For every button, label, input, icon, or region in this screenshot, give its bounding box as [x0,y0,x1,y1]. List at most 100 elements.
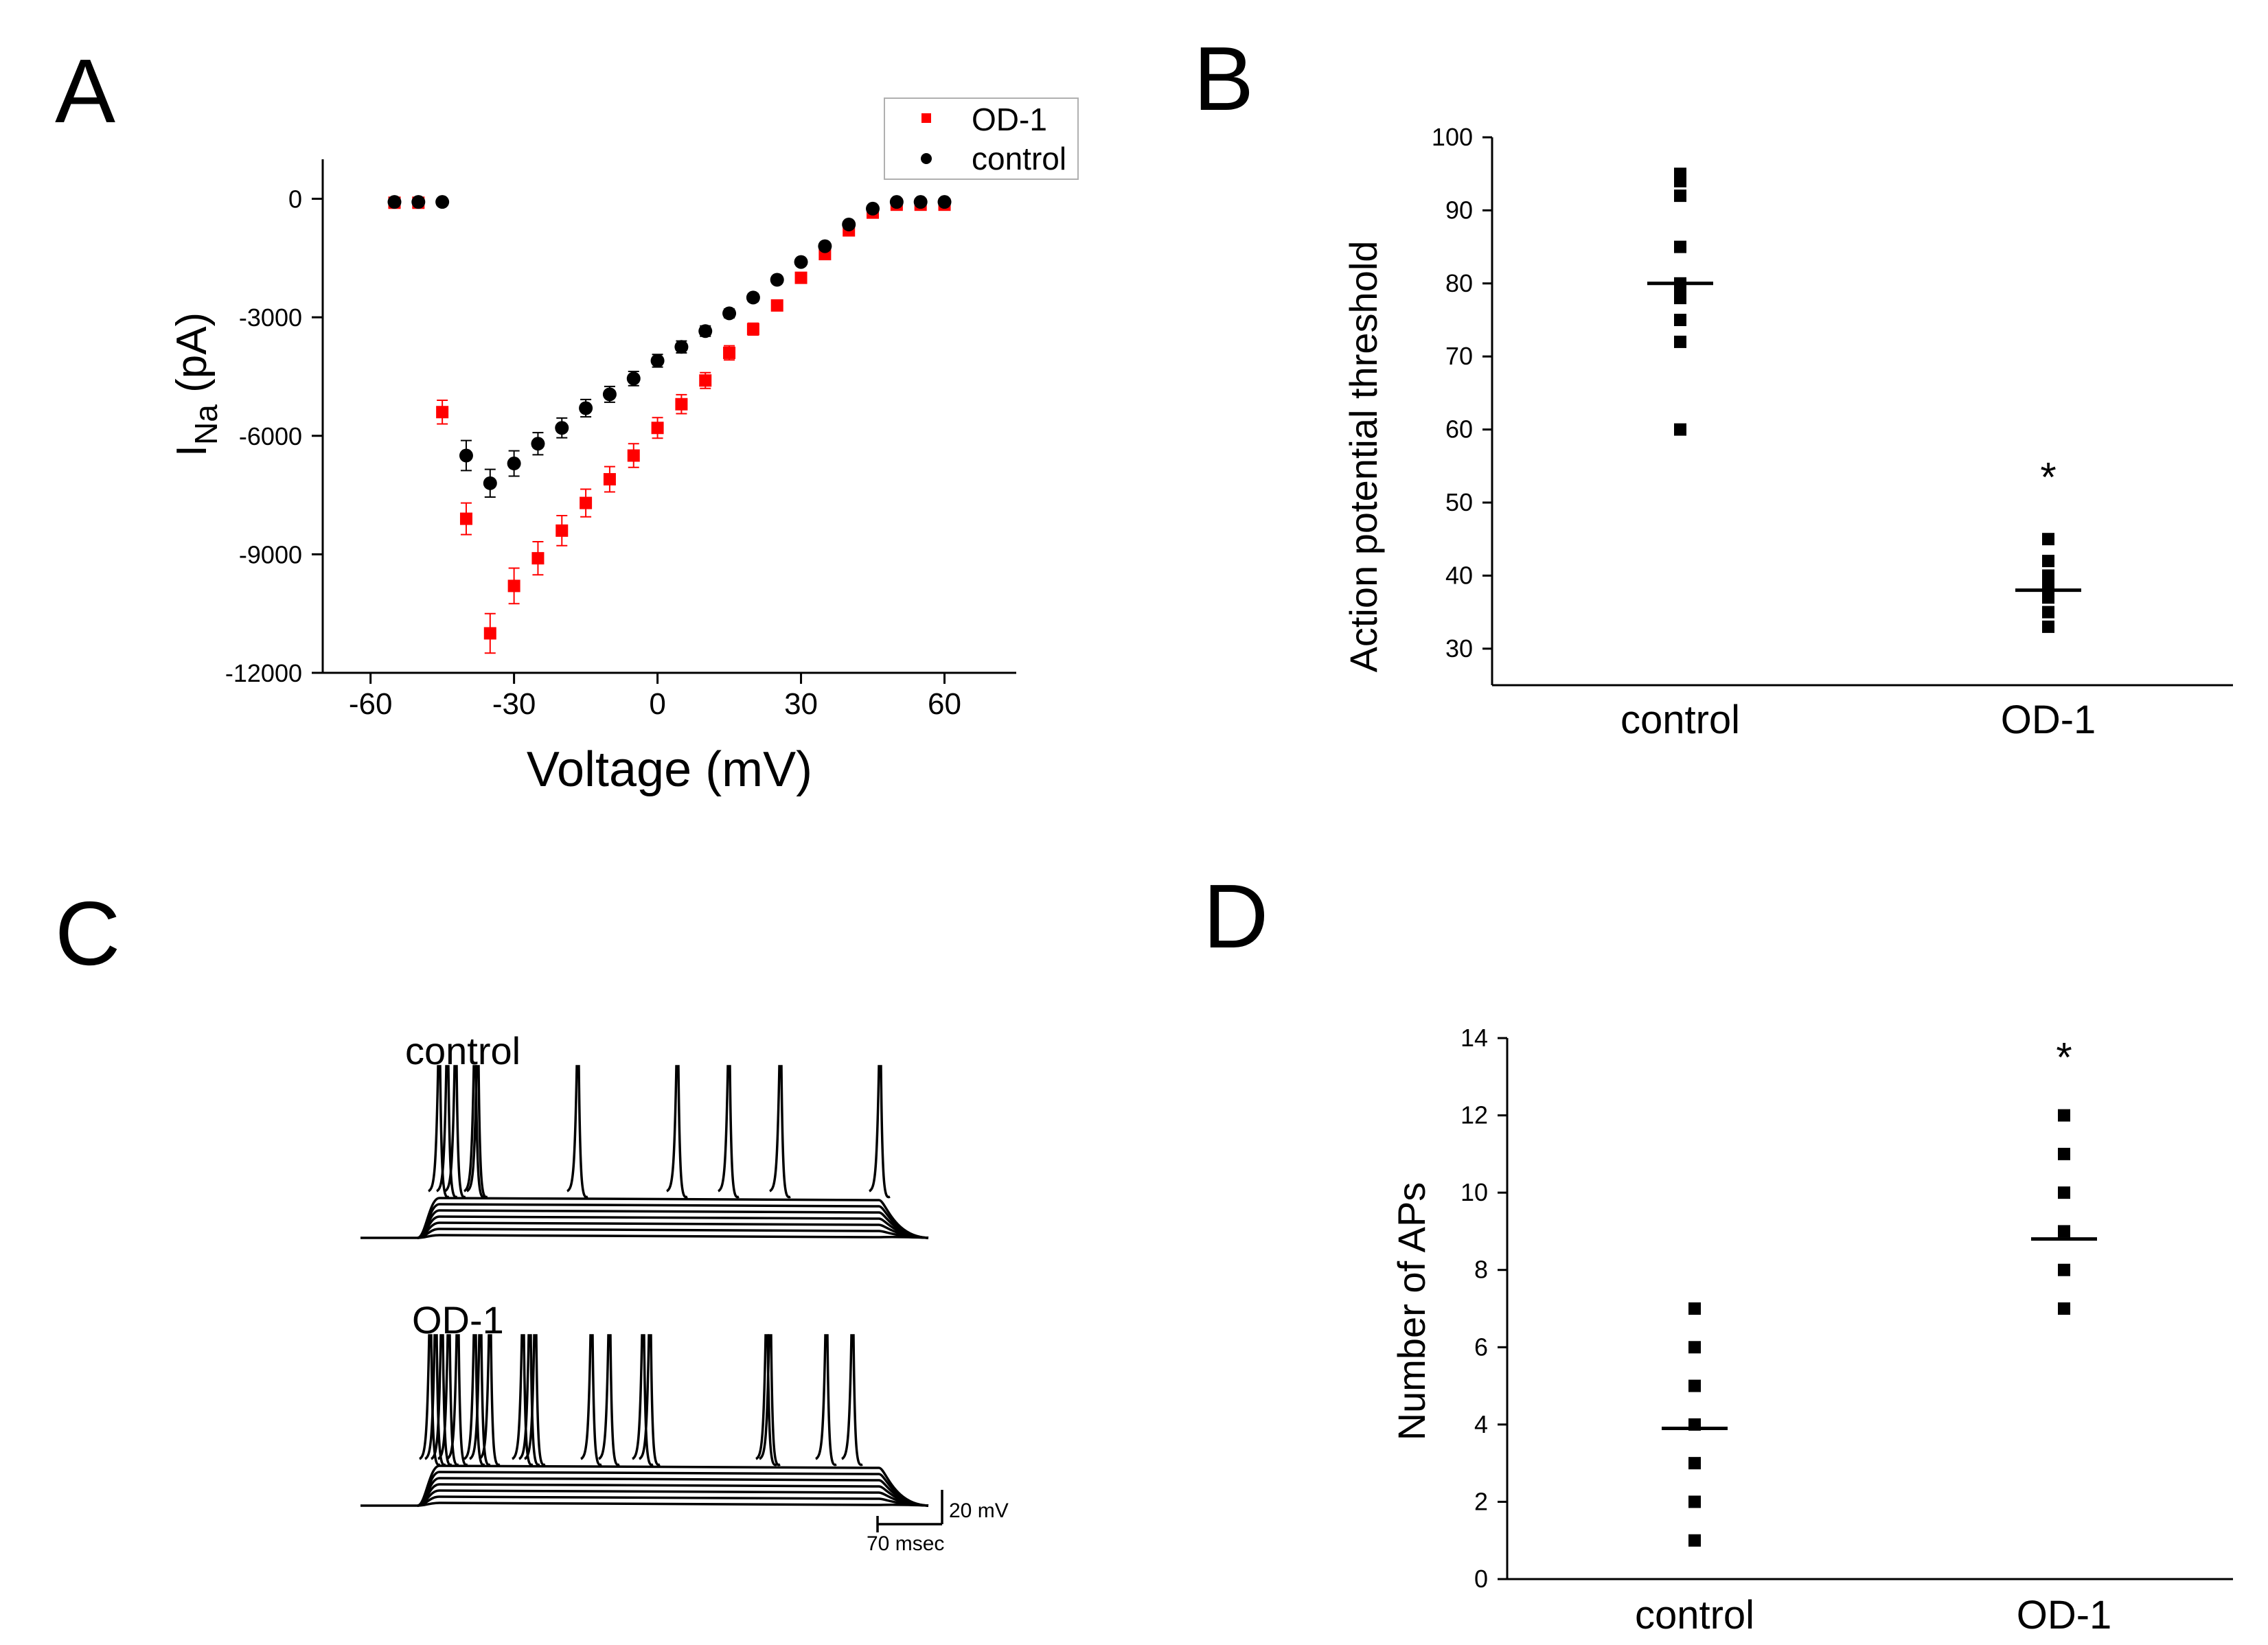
chart-d: 0 2 4 6 8 10 12 14 control OD-1 * Number of APs [1390,1024,2233,1637]
legend-control-label: control [972,141,1066,176]
data-point-od1 [507,579,520,593]
legend-od1-marker [921,113,931,123]
data-point-control [842,217,856,231]
data-point-control [913,195,928,209]
chart-a-y-label: INa (pA) [168,312,224,457]
data-point-od1 [2058,1186,2070,1199]
data-point-od1 [436,406,449,419]
data-point-control [435,195,450,209]
action-potential-spike [841,1334,863,1466]
action-potential-spike [632,1334,654,1466]
data-point-od1 [2058,1147,2070,1160]
chart-b: 30 40 50 60 70 80 90 100 control OD-1 * Action po… [1342,123,2233,742]
action-potential-spike [666,1065,688,1199]
data-point-od1 [794,271,807,284]
chart-b-y-label: Action potential threshold [1342,241,1385,673]
chart-d-marks: * [1662,1035,2097,1547]
data-point-control [866,201,880,216]
data-point-control [889,195,904,209]
y-tick-label: 6 [1474,1333,1488,1361]
chart-d-y-label: Number of APs [1390,1182,1433,1441]
data-point-control [937,195,952,209]
data-point-control [746,290,760,305]
data-point-control [1688,1495,1701,1508]
data-point-control [1688,1341,1701,1354]
data-point-control [1674,292,1686,305]
data-point-od1 [2042,533,2054,546]
action-potential-spike [566,1065,588,1199]
data-point-od1 [746,323,759,336]
action-potential-spike [428,1065,450,1199]
y-tick-label: -9000 [239,540,302,568]
y-tick-label: 70 [1445,342,1473,370]
x-category-label: control [1635,1593,1754,1637]
data-point-od1 [555,524,569,537]
traces-control [360,1065,929,1239]
x-category-label: OD-1 [2001,698,2096,742]
panel-label-a: A [55,41,115,141]
data-point-control [1674,189,1686,203]
action-potential-spike [437,1334,459,1466]
data-point-control [459,448,473,463]
x-tick-label: -30 [492,687,536,721]
panel-label-b: B [1193,28,1254,129]
significance-marker: * [2040,454,2056,500]
data-point-od1 [603,473,616,486]
data-point-control [650,354,665,368]
data-point-control [1674,423,1686,436]
scale-bar-voltage-label: 20 mV [949,1499,1009,1522]
legend-control-marker [921,153,932,164]
action-potential-spike [869,1065,891,1199]
legend-od1-label: OD-1 [972,102,1047,137]
y-tick-label: 2 [1474,1487,1488,1515]
chart-a-legend: OD-1 control [884,97,1079,180]
panel-label-c: C [55,883,120,984]
data-point-control [1674,314,1686,326]
trace-level [417,1203,929,1239]
chart-a-x-label: Voltage (mV) [527,742,812,797]
action-potential-spike [815,1334,837,1466]
action-potential-spike [446,1334,468,1466]
data-point-control [1674,174,1686,187]
y-tick-label: 100 [1432,123,1473,151]
action-potential-spike [479,1334,501,1466]
data-point-control [555,421,569,435]
action-potential-spike [718,1065,740,1199]
action-potential-spike [769,1065,791,1199]
traces-od1 [360,1334,929,1507]
y-tick-label: 30 [1445,634,1473,663]
trace-level [417,1502,929,1507]
trace-level [417,1464,929,1507]
trace-label-control: control [405,1029,520,1072]
data-point-od1 [770,299,783,312]
data-point-control [698,324,713,338]
significance-marker: * [2056,1035,2072,1081]
data-point-od1 [699,374,712,387]
action-potential-spike [469,1334,491,1466]
data-point-od1 [627,449,640,462]
data-point-control [818,239,832,253]
panel-c-traces: control OD-1 20 mV 70 msec [360,1029,1009,1555]
data-point-control [483,476,497,490]
data-point-od1 [2042,606,2054,619]
data-point-control [1688,1379,1701,1392]
action-potential-spike [639,1334,661,1466]
data-point-od1 [580,496,593,509]
data-point-control [794,255,808,269]
data-point-control [674,340,689,354]
data-point-od1 [2042,591,2054,604]
y-tick-label: 50 [1445,488,1473,516]
chart-a: -60 -30 0 30 60 0 -3000 -6000 -9000 -12000 Voltag… [168,97,1079,797]
action-potential-spike [580,1334,602,1466]
data-point-control [387,195,402,209]
data-point-control [1688,1302,1701,1315]
data-point-od1 [531,552,545,565]
y-tick-label: 14 [1461,1024,1488,1052]
trace-level [417,1471,929,1507]
scale-bar-time-label: 70 msec [867,1532,944,1555]
action-potential-spike [431,1334,453,1466]
data-point-od1 [2058,1302,2070,1315]
y-tick-label: 12 [1461,1101,1488,1129]
y-tick-label: 8 [1474,1256,1488,1284]
data-point-od1 [675,398,688,411]
